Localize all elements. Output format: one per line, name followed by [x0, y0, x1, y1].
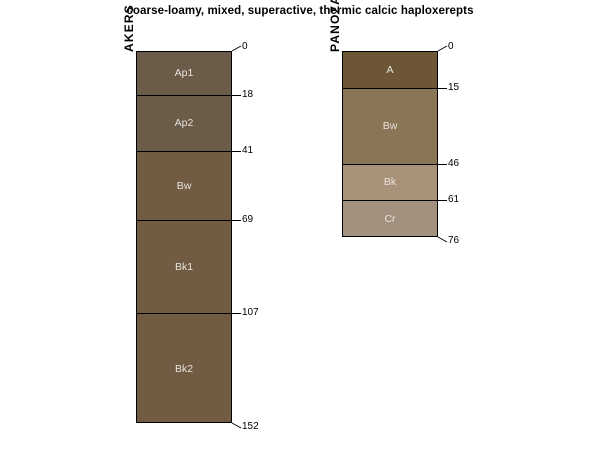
horizon-label: Bk — [383, 176, 397, 189]
depth-tick-label: 15 — [448, 81, 460, 93]
horizon-label: Ap1 — [174, 67, 194, 80]
depth-tick-leader — [437, 45, 448, 52]
horizon-ap2: Ap2 — [137, 96, 231, 153]
depth-tick-label: 0 — [242, 41, 248, 52]
depth-tick-mark — [438, 164, 447, 165]
depth-tick-label: 61 — [448, 194, 460, 206]
depth-tick-mark — [438, 88, 447, 89]
depth-tick-mark — [232, 220, 241, 221]
horizon-ap1: Ap1 — [137, 52, 231, 97]
depth-tick-mark — [232, 95, 241, 96]
depth-tick-label: 69 — [242, 213, 254, 225]
depth-tick-leader — [231, 45, 242, 52]
horizon-bw: Bw — [137, 152, 231, 221]
horizon-bk: Bk — [343, 164, 437, 202]
depth-tick-label: 152 — [242, 420, 259, 432]
depth-tick-label: 18 — [242, 89, 254, 101]
horizon-bk2: Bk2 — [137, 313, 231, 422]
horizon-label: Bk2 — [174, 362, 194, 375]
profile-column-akers: Ap1 Ap2 Bw Bk1 Bk2 — [136, 51, 232, 423]
profile-column-panoza: A Bw Bk Cr — [342, 51, 438, 237]
profile-name-label-akers: AKERS — [122, 3, 136, 52]
depth-tick-mark — [232, 151, 241, 152]
depth-tick-label: 41 — [242, 145, 254, 157]
horizon-bw: Bw — [343, 88, 437, 165]
plot-title: coarse-loamy, mixed, superactive, thermi… — [126, 5, 474, 17]
horizon-label: Cr — [384, 213, 396, 226]
depth-tick-label: 46 — [448, 157, 460, 169]
depth-tick-mark — [438, 200, 447, 201]
horizon-label: A — [386, 63, 394, 76]
profile-name-label-panoza: PANOZA — [328, 0, 342, 52]
horizon-a: A — [343, 52, 437, 89]
depth-tick-label: 76 — [448, 234, 460, 246]
horizon-cr: Cr — [343, 201, 437, 236]
depth-tick-label: 0 — [448, 41, 454, 52]
depth-tick-leader — [231, 422, 242, 429]
depth-tick-label: 107 — [242, 306, 259, 318]
horizon-label: Bk1 — [174, 260, 194, 273]
depth-tick-mark — [232, 313, 241, 314]
horizon-label: Bw — [382, 119, 398, 132]
depth-tick-leader — [437, 236, 448, 243]
horizon-bk1: Bk1 — [137, 220, 231, 314]
horizon-label: Ap2 — [174, 117, 194, 130]
horizon-label: Bw — [176, 179, 192, 192]
